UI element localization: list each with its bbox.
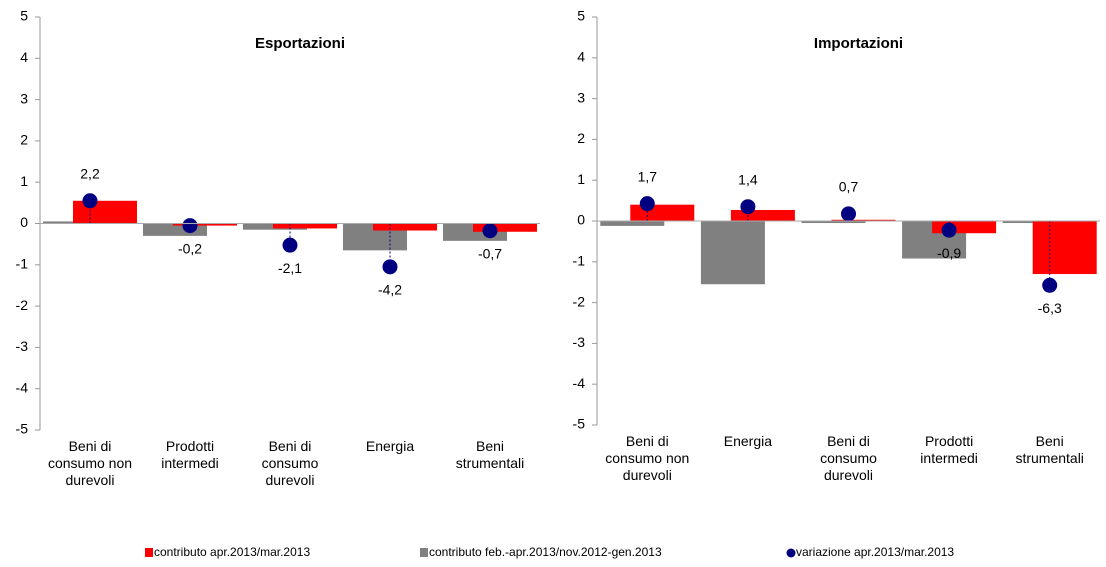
data-label: 1,4 [738, 171, 758, 187]
dot [740, 199, 756, 215]
bar [630, 204, 695, 221]
bar [373, 223, 437, 231]
y-tick-label: -1 [16, 256, 29, 272]
bar [273, 223, 337, 229]
y-tick-label: -4 [16, 379, 29, 395]
x-tick-label: Beni strumentali [455, 438, 525, 471]
y-tick-label: 5 [577, 8, 585, 24]
dot [1042, 277, 1058, 293]
x-tick-label: Beni di consumo non durevoli [47, 438, 133, 488]
y-tick-label: 5 [20, 8, 28, 24]
bar [801, 221, 866, 224]
bar [932, 221, 997, 234]
dot [482, 223, 498, 239]
data-label: -2,1 [278, 260, 302, 276]
y-tick-label: 2 [20, 132, 28, 148]
dot [182, 218, 198, 234]
bar [173, 223, 237, 226]
dot [382, 259, 398, 275]
legend-label: contributo feb.-apr.2013/nov.2012-gen.20… [429, 545, 662, 559]
y-tick-label: 0 [20, 214, 28, 230]
x-tick-label: Prodotti intermedi [161, 438, 219, 471]
y-tick-label: 1 [577, 171, 585, 187]
dot [282, 237, 298, 253]
y-tick-label: -2 [16, 297, 29, 313]
bar [730, 209, 795, 221]
bar [831, 219, 896, 221]
x-tick-label: Beni strumentali [1015, 433, 1084, 466]
legend-swatch [145, 548, 153, 557]
dot [639, 196, 655, 212]
dot [82, 193, 98, 209]
x-tick-label: Prodotti intermedi [920, 433, 978, 466]
x-tick-label: Beni di consumo durevoli [261, 438, 319, 488]
y-tick-label: -2 [573, 293, 586, 309]
dot [941, 222, 957, 238]
legend-label: variazione apr.2013/mar.2013 [796, 545, 954, 559]
bar [473, 223, 537, 232]
data-label: -0,7 [478, 245, 502, 261]
y-tick-label: 3 [20, 90, 28, 106]
y-tick-label: -5 [573, 416, 586, 432]
y-tick-label: 4 [577, 49, 585, 65]
x-tick-label: Beni di consumo non durevoli [605, 433, 690, 483]
y-tick-label: 3 [577, 89, 585, 105]
data-label: -6,3 [1038, 300, 1062, 316]
legend-swatch [420, 548, 428, 557]
bar [700, 221, 765, 285]
y-tick-label: -1 [573, 253, 586, 269]
y-tick-label: -5 [16, 421, 29, 437]
chart-title: Esportazioni [255, 35, 345, 52]
y-tick-label: 0 [577, 212, 585, 228]
data-label: 1,7 [638, 168, 658, 184]
y-tick-label: -4 [573, 375, 586, 391]
chart-title: Importazioni [814, 35, 903, 52]
data-label: -0,2 [178, 240, 202, 256]
x-tick-label: Beni di consumo durevoli [820, 433, 877, 483]
y-tick-label: 4 [20, 49, 28, 65]
y-tick-label: 1 [20, 173, 28, 189]
legend-swatch [786, 548, 796, 558]
y-tick-label: -3 [16, 338, 29, 354]
dot [841, 206, 856, 222]
data-label: -0,9 [937, 245, 961, 261]
data-label: 0,7 [839, 179, 859, 195]
bar [73, 200, 137, 224]
bar [600, 221, 665, 226]
legend-label: contributo apr.2013/mar.2013 [154, 545, 310, 559]
data-label: -4,2 [378, 282, 402, 298]
y-tick-label: 2 [577, 130, 585, 146]
x-tick-label: Energia [365, 438, 415, 454]
x-tick-label: Energia [723, 433, 773, 449]
y-tick-label: -3 [573, 334, 586, 350]
bar [1032, 221, 1097, 275]
data-label: 2,2 [80, 165, 100, 181]
